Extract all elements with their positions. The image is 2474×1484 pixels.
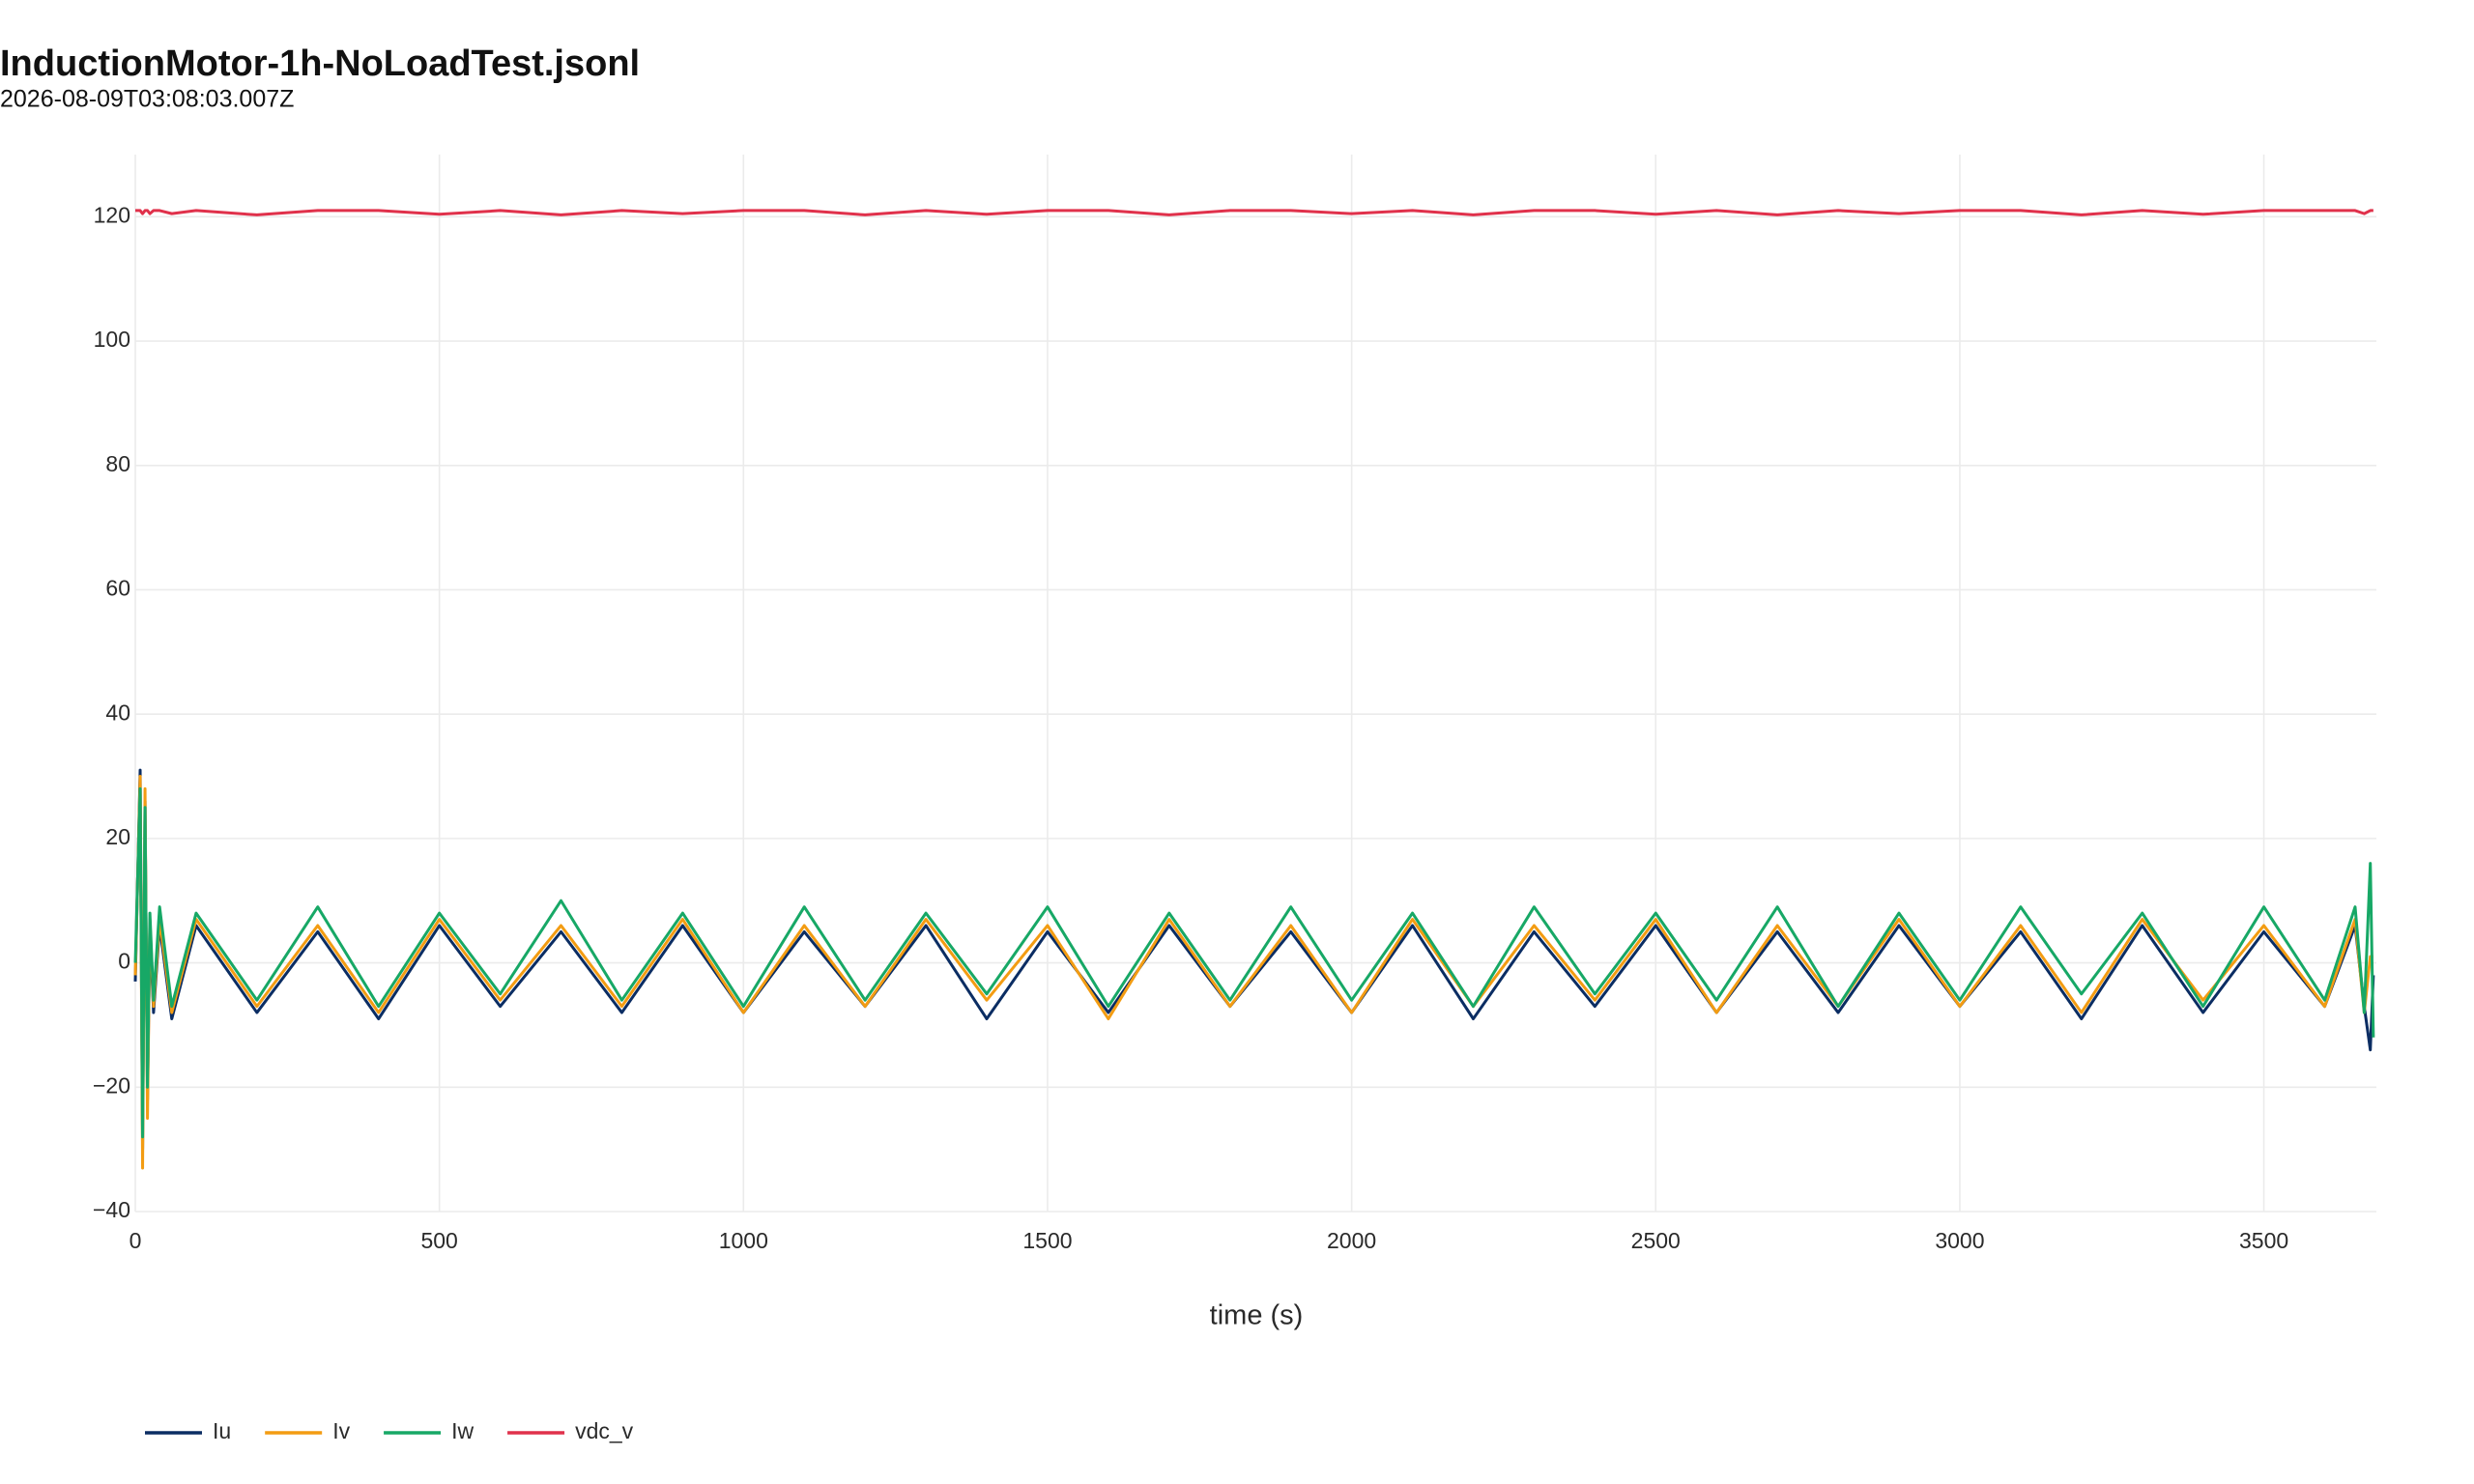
x-tick-label: 1000 <box>719 1228 768 1253</box>
line-series <box>133 768 2375 1152</box>
y-tick-label: 20 <box>105 824 130 849</box>
y-tick-label: 80 <box>105 451 130 476</box>
y-tick-label: −40 <box>93 1197 130 1222</box>
line-series <box>133 786 2375 1139</box>
chart-subtitle: 2026-08-09T03:08:03.007Z <box>0 86 294 113</box>
y-tick-label: 40 <box>105 699 130 725</box>
x-tick-label: 2500 <box>1631 1228 1681 1253</box>
x-axis-label: time (s) <box>1210 1300 1304 1331</box>
legend-label: Iw <box>451 1418 474 1443</box>
y-tick-label: 120 <box>94 202 130 227</box>
y-tick-label: 100 <box>94 327 130 352</box>
x-tick-label: 500 <box>420 1228 457 1253</box>
y-tick-label: −20 <box>93 1072 130 1098</box>
line-series <box>135 209 2373 216</box>
grid <box>134 155 2376 1213</box>
y-tick-label: 60 <box>105 576 130 601</box>
x-tick-label: 2000 <box>1327 1228 1376 1253</box>
x-tick-label: 0 <box>129 1228 142 1253</box>
chart-title: InductionMotor-1h-NoLoadTest.jsonl <box>0 43 640 84</box>
line-series <box>133 775 2373 1170</box>
x-tick-label: 1500 <box>1022 1228 1072 1253</box>
y-tick-label: 0 <box>118 949 130 974</box>
legend-label: Iu <box>213 1418 231 1443</box>
legend-label: Iv <box>332 1418 350 1443</box>
x-tick-label: 3500 <box>2239 1228 2288 1253</box>
legend-label: vdc_v <box>575 1418 634 1443</box>
x-tick-label: 3000 <box>1935 1228 1984 1253</box>
